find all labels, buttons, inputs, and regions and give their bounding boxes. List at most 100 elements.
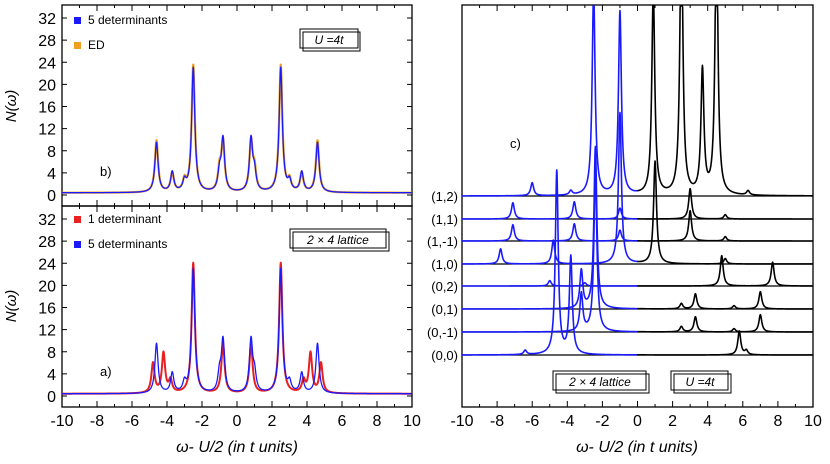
spectrum-unoccupied-0 [636, 330, 814, 356]
spectrum-occupied-0 [461, 169, 639, 356]
legend-label-5det-a: 5 determinants [88, 237, 167, 251]
y-tick-label-a-28: 28 [38, 234, 56, 251]
k-label-4: (1,0) [431, 257, 458, 272]
annotation-u-c: U =4t [685, 375, 715, 389]
annotation-box-shadow-lattice-c [555, 373, 650, 394]
panel-c-frame [461, 4, 814, 408]
spectrum-occupied-7 [461, 5, 639, 197]
spectrum-unoccupied-1 [636, 313, 814, 333]
panel-c-plot: -10 -8 -6 -4 -2 0 2 4 6 8 10 (1,2) (1,1) (1,-1) (1,0) (… [427, 5, 822, 430]
legend-swatch-5det-b [74, 17, 81, 24]
x-tick-label-c--10: -10 [450, 413, 473, 430]
spectrum-unoccupied-3 [636, 254, 814, 287]
x-axis-title-right: ω- U/2 (in t units) [576, 439, 698, 456]
legend-swatch-1det [74, 216, 81, 223]
spectrum-occupied-2 [461, 145, 639, 310]
series-line-b-0 [61, 63, 413, 194]
annotation-lattice-a: 2 × 4 lattice [306, 233, 369, 247]
x-tick-label-left--4: -4 [160, 413, 174, 430]
annotation-lattice-c: 2 × 4 lattice [568, 375, 631, 389]
x-tick-label-c-2: 2 [668, 413, 677, 430]
x-tick-label-left-8: 8 [373, 413, 382, 430]
spectrum-unoccupied-5 [636, 209, 814, 242]
y-tick-label-b-8: 8 [47, 144, 56, 161]
y-axis-title-a: N(ω) [3, 290, 20, 323]
y-tick-label-b-0: 0 [47, 188, 56, 205]
x-tick-label-left--2: -2 [195, 413, 209, 430]
annotation-box-u-b [299, 28, 359, 49]
annotation-box-lattice-a [289, 228, 387, 249]
spectrum-unoccupied-6 [636, 187, 814, 220]
x-tick-label-c--4: -4 [560, 413, 574, 430]
y-tick-label-b-16: 16 [38, 100, 56, 117]
x-tick-label-c--6: -6 [525, 413, 539, 430]
k-label-3: (0,2) [431, 279, 458, 294]
annotation-box-shadow-u-b [302, 31, 361, 52]
annotation-box-shadow-u-c [673, 373, 732, 394]
x-tick-label-left-0: 0 [233, 413, 242, 430]
x-tick-label-c--8: -8 [490, 413, 504, 430]
y-tick-label-a-0: 0 [47, 389, 56, 406]
x-tick-label-c-6: 6 [738, 413, 747, 430]
y-tick-label-a-12: 12 [38, 323, 56, 340]
series-line-a-0 [61, 261, 413, 395]
x-tick-label-left--6: -6 [125, 413, 139, 430]
x-tick-label-left-2: 2 [268, 413, 277, 430]
annotation-box-shadow-lattice-a [292, 231, 390, 252]
legend-label-1det: 1 determinant [88, 212, 162, 226]
spectrum-unoccupied-4 [636, 160, 814, 265]
y-tick-label-a-4: 4 [47, 367, 56, 384]
panel-b-plot: 0 4 8 12 16 20 24 28 32 [38, 5, 413, 206]
spectrum-occupied-6 [461, 200, 639, 220]
x-tick-label-c--2: -2 [595, 413, 609, 430]
k-label-5: (1,-1) [427, 234, 458, 249]
y-tick-label-a-20: 20 [38, 278, 56, 295]
y-tick-label-b-28: 28 [38, 33, 56, 50]
annotation-box-u-c [670, 370, 729, 391]
y-tick-label-b-4: 4 [47, 166, 56, 183]
y-tick-label-a-16: 16 [38, 301, 56, 318]
spectrum-unoccupied-2 [636, 290, 814, 310]
x-axis-title-left: ω- U/2 (in t units) [176, 439, 298, 456]
y-tick-label-a-32: 32 [38, 212, 56, 229]
y-tick-label-a-24: 24 [38, 256, 56, 273]
spectrum-occupied-5 [461, 222, 639, 242]
y-tick-label-b-12: 12 [38, 122, 56, 139]
x-tick-label-c-8: 8 [773, 413, 782, 430]
y-tick-label-b-24: 24 [38, 55, 56, 72]
series-line-b-1 [61, 66, 413, 194]
x-tick-label-left-6: 6 [338, 413, 347, 430]
panel-tag-a: a) [100, 364, 112, 379]
panel-tag-b: b) [100, 164, 112, 179]
k-label-2: (0,1) [431, 302, 458, 317]
y-axis-title-b: N(ω) [3, 90, 20, 123]
spectrum-occupied-1 [461, 168, 639, 333]
series-line-a-1 [61, 267, 413, 395]
annotation-u-b: U =4t [314, 33, 344, 47]
spectrum-unoccupied-7 [636, 5, 814, 197]
x-tick-label-c-10: 10 [804, 413, 822, 430]
k-label-1: (0,-1) [427, 325, 458, 340]
k-label-7: (1,2) [431, 189, 458, 204]
legend-label-5det-b: 5 determinants [88, 13, 167, 27]
x-tick-label-left--8: -8 [90, 413, 104, 430]
legend-swatch-5det-a [74, 241, 81, 248]
y-tick-label-a-8: 8 [47, 345, 56, 362]
x-tick-label-left-10: 10 [403, 413, 421, 430]
spectrum-occupied-4 [461, 111, 639, 265]
x-tick-label-left-4: 4 [303, 413, 312, 430]
x-tick-label-c-4: 4 [703, 413, 712, 430]
y-tick-label-b-32: 32 [38, 11, 56, 28]
panel-tag-c: c) [510, 136, 521, 151]
annotation-box-lattice-c [552, 370, 647, 391]
x-tick-label-c-0: 0 [633, 413, 642, 430]
x-tick-label-left--10: -10 [50, 413, 73, 430]
k-label-0: (0,0) [431, 348, 458, 363]
k-label-6: (1,1) [431, 212, 458, 227]
spectrum-occupied-3 [461, 279, 639, 287]
legend-swatch-ed [74, 42, 81, 49]
y-tick-label-b-20: 20 [38, 77, 56, 94]
legend-label-ed: ED [88, 38, 105, 52]
